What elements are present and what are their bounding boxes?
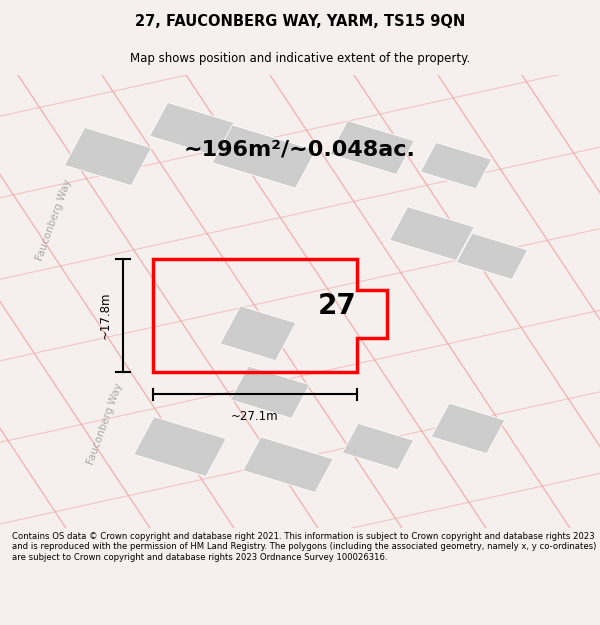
Text: Fauconberg Way: Fauconberg Way — [86, 382, 124, 466]
Polygon shape — [329, 121, 415, 174]
Polygon shape — [134, 417, 226, 476]
Text: Fauconberg Way: Fauconberg Way — [35, 178, 73, 262]
Polygon shape — [343, 423, 413, 470]
Polygon shape — [220, 306, 296, 361]
Polygon shape — [212, 125, 316, 188]
Text: ~27.1m: ~27.1m — [231, 410, 279, 422]
Text: ~196m²/~0.048ac.: ~196m²/~0.048ac. — [184, 140, 416, 160]
Text: Map shows position and indicative extent of the property.: Map shows position and indicative extent… — [130, 52, 470, 65]
Polygon shape — [431, 403, 505, 454]
Polygon shape — [230, 366, 310, 418]
Text: ~17.8m: ~17.8m — [98, 291, 112, 339]
Polygon shape — [243, 437, 333, 493]
Polygon shape — [149, 102, 235, 156]
Text: Contains OS data © Crown copyright and database right 2021. This information is : Contains OS data © Crown copyright and d… — [12, 532, 596, 562]
Polygon shape — [421, 142, 491, 189]
Text: 27: 27 — [318, 291, 357, 319]
Polygon shape — [389, 207, 475, 261]
Text: 27, FAUCONBERG WAY, YARM, TS15 9QN: 27, FAUCONBERG WAY, YARM, TS15 9QN — [135, 14, 465, 29]
Polygon shape — [457, 233, 527, 279]
Polygon shape — [65, 127, 151, 186]
